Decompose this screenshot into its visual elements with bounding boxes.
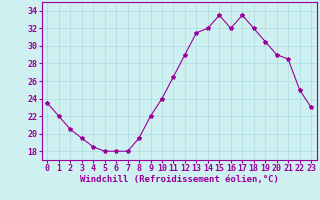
X-axis label: Windchill (Refroidissement éolien,°C): Windchill (Refroidissement éolien,°C) xyxy=(80,175,279,184)
